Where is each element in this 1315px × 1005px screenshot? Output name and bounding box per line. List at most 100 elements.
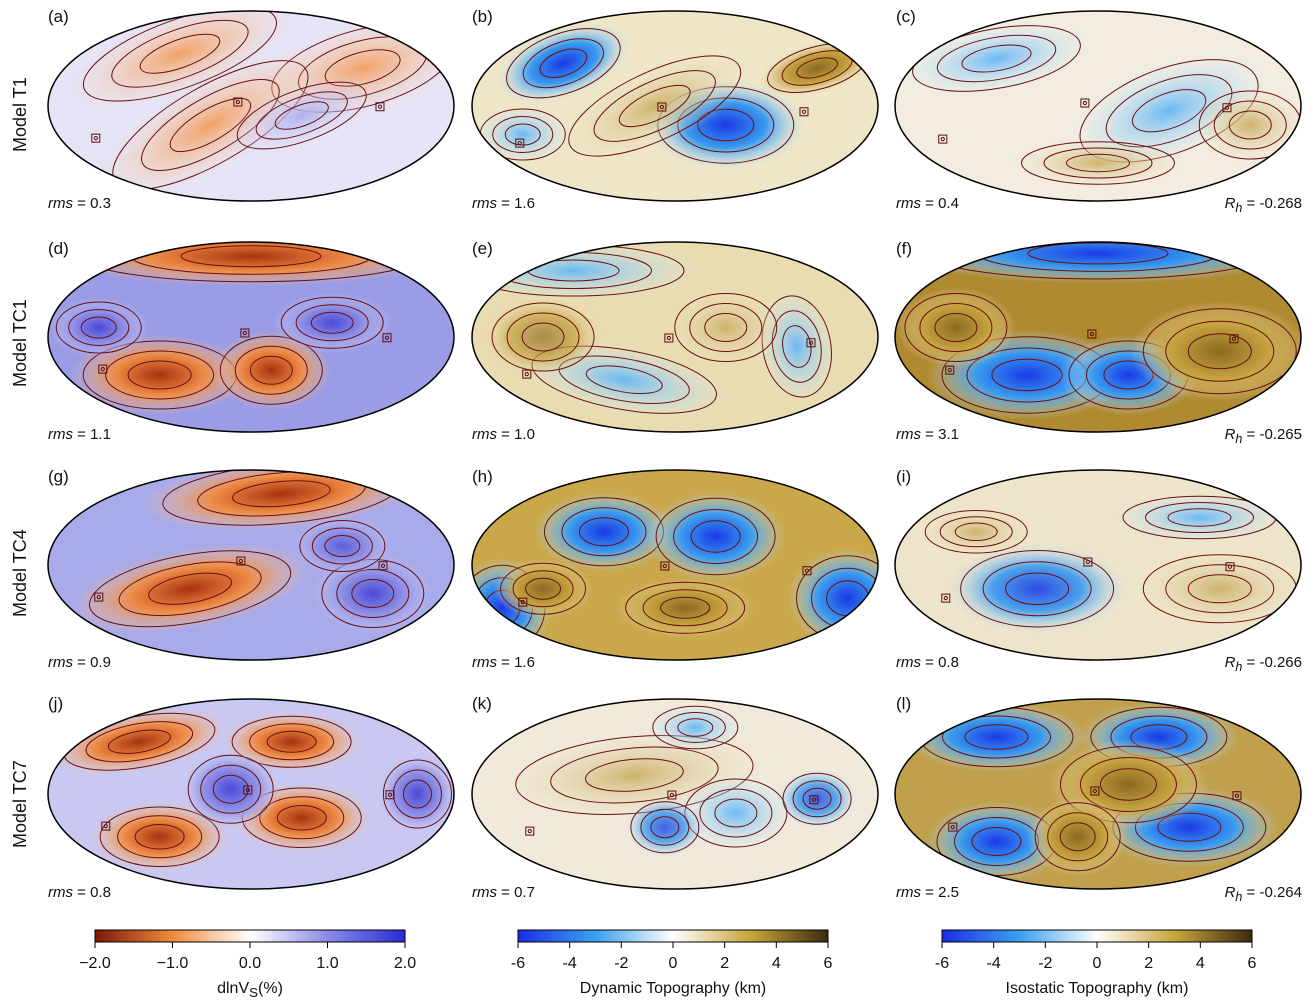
rh-l: Rh = -0.264 [1224,884,1302,904]
colorbar-title-isostatic: Isostatic Topography (km) [1005,980,1189,997]
colorbar-tick-label: -4 [562,955,577,972]
rh-i: Rh = -0.266 [1224,654,1302,674]
site-marker-dot [1224,105,1230,110]
site-marker-dot [804,568,810,573]
colorbar-tick-label: −1.0 [156,955,189,972]
rms-e: rms = 1.0 [472,426,535,443]
row-label-t1: Model T1 [10,77,30,152]
colorbar-tick-label: 4 [771,955,781,972]
map-panel-h [472,470,878,660]
colorbar-tick-label: -4 [986,955,1001,972]
map-outline [894,698,1302,890]
site-marker [1087,329,1097,339]
map-outline [894,241,1302,433]
site-marker-dot [1234,793,1240,798]
map-outline [471,10,879,202]
panel-label-g: (g) [48,467,69,486]
site-marker-dot [238,558,243,564]
map-panel-a [48,11,454,201]
site-marker-dot [1092,788,1097,794]
map-outline [471,469,879,661]
site-marker [378,561,388,571]
site-marker-dot [527,829,532,834]
map-outline [471,698,879,890]
map-outline [47,241,455,433]
site-marker [802,566,812,576]
site-marker-dot [377,104,383,109]
site-marker-dot [947,368,952,373]
site-marker [91,133,101,143]
site-marker-dot [235,99,240,105]
rms-f: rms = 3.1 [896,426,959,443]
rms-l: rms = 2.5 [896,884,959,901]
map-panel-i [895,470,1301,660]
map-panel-b [472,11,878,201]
colorbar-dynamic-topography [517,929,829,943]
site-marker-dot [520,600,525,605]
site-marker [938,134,948,144]
site-marker-dot [242,330,247,336]
site-marker-dot [245,787,250,793]
map-panel-c [895,11,1301,201]
site-marker [382,333,392,343]
site-marker-dot [940,137,945,142]
colorbar-tick-label: 0 [1092,955,1102,972]
map-panel-l [895,699,1301,889]
site-marker-dot [93,136,98,141]
map-outline [47,698,455,890]
site-marker [518,597,528,607]
map-outline [894,10,1302,202]
site-marker-dot [666,335,671,341]
site-marker-dot [1085,559,1090,565]
site-marker-dot [943,596,948,601]
colorbar-velocity [94,929,406,943]
panel-label-d: (d) [48,239,69,258]
colorbar-tick-label: 6 [823,955,833,972]
site-marker-dot [524,372,529,377]
panel-label-h: (h) [472,467,493,486]
rms-k: rms = 0.7 [472,884,535,901]
site-marker [941,593,951,603]
rh-f: Rh = -0.265 [1224,426,1302,446]
site-marker [101,821,111,831]
colorbar-tick-label: 1.0 [316,955,339,972]
panel-label-c: (c) [896,7,916,26]
map-panel-d [48,242,454,432]
map-panel-e [472,242,878,432]
site-marker-dot [801,109,807,114]
panel-label-i: (i) [896,467,912,486]
rms-h: rms = 1.6 [472,654,535,671]
colorbar-tick-label: 2 [1144,955,1154,972]
site-marker-dot [1227,564,1233,569]
site-marker-dot [387,792,393,797]
colorbar-title-velocity: dlnVS(%) [217,980,283,1001]
site-marker [525,826,535,836]
rms-i: rms = 0.8 [896,654,959,671]
site-marker [522,369,532,379]
panel-label-j: (j) [48,694,64,713]
colorbar-tick-label: 2 [720,955,730,972]
colorbar-tick-label: 6 [1247,955,1257,972]
rms-d: rms = 1.1 [48,426,111,443]
row-label-tc1: Model TC1 [10,299,30,387]
site-marker [98,364,108,374]
site-marker [1083,557,1093,567]
map-panel-g [48,470,454,660]
site-marker [243,785,253,795]
rms-b: rms = 1.6 [472,195,535,212]
site-marker [664,333,674,343]
colorbar-tick-label: 2.0 [393,955,417,972]
site-marker [1225,562,1235,572]
site-marker-dot [384,335,390,340]
site-marker [806,338,816,348]
panel-label-k: (k) [472,694,492,713]
site-marker [233,97,243,107]
colorbar-tick-label: −2.0 [79,955,111,972]
site-marker [1222,103,1232,113]
colorbar-tick-label: 4 [1195,955,1205,972]
map-outline [47,10,455,202]
site-marker-dot [380,563,386,568]
row-label-tc4: Model TC4 [10,529,30,617]
row-label-tc7: Model TC7 [10,760,30,848]
colorbar-tick-label: -6 [934,955,950,972]
